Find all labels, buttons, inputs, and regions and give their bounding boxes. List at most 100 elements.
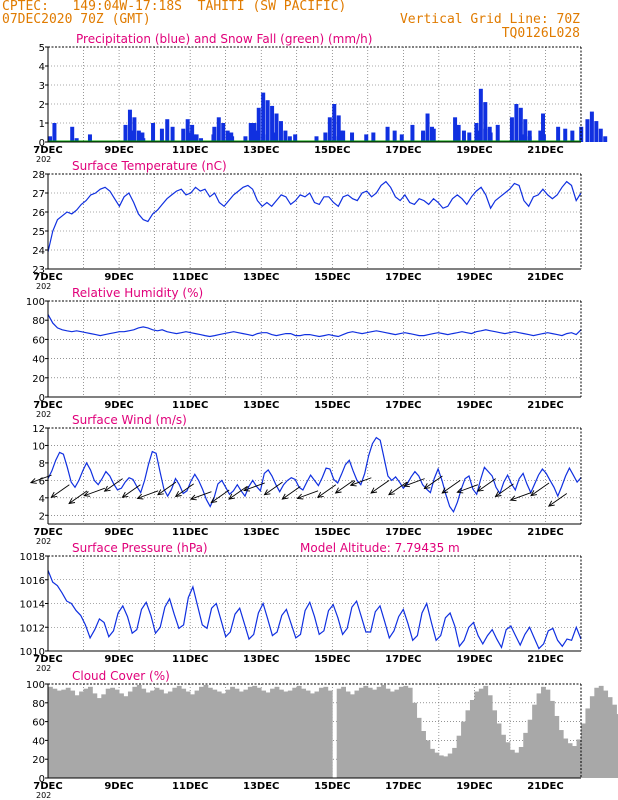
precip-bar — [520, 134, 525, 142]
wind-vector — [403, 478, 425, 487]
cloud-cover-bar — [101, 694, 107, 778]
wind-vector-head — [423, 483, 431, 490]
cloud-x-tick-label: 15DEC — [314, 781, 350, 792]
temp-y-tick-label: 28 — [32, 170, 45, 181]
wind-vector-head — [403, 481, 410, 488]
cloud-cover-bar — [412, 702, 418, 778]
precip-bar — [140, 132, 145, 142]
precip-bar — [229, 132, 234, 142]
cloud-cover-bar — [265, 692, 271, 778]
wind-vector — [297, 490, 319, 499]
precip-bar — [495, 124, 500, 142]
model-altitude-annotation: Model Altitude: 7.79435 m — [300, 541, 460, 555]
cloud-cover-bar — [358, 687, 364, 778]
temp-x-tick-label: 11DEC — [172, 272, 208, 283]
wind-vector — [530, 482, 550, 496]
wind-vector-head — [388, 489, 395, 496]
wind-vector — [190, 491, 212, 500]
cloud-cover-bar — [247, 686, 253, 778]
rh-y-tick-label: 80 — [32, 316, 45, 327]
wind-vector-head — [210, 497, 218, 504]
cloud-cover-bar — [527, 719, 533, 778]
precip-bar — [181, 128, 186, 142]
precip-bar — [461, 130, 466, 142]
cloud-cover-bar — [230, 686, 235, 778]
wind-vector — [317, 484, 337, 498]
precip-bar — [541, 113, 546, 142]
wind-vector-head — [441, 487, 449, 494]
cloud-cover-bar — [598, 685, 604, 778]
pressure-title: Surface Pressure (hPa) — [72, 541, 208, 555]
cloud-cover-bar — [541, 686, 546, 778]
pressure-x-tick-label: 21DEC — [527, 654, 563, 665]
wind-vector — [495, 483, 514, 497]
header-code: TQ0126L028 — [501, 26, 580, 41]
cloud-cover-bar — [438, 755, 444, 778]
cloud-cover-bar — [70, 690, 76, 778]
cloud-cover-bar — [572, 746, 577, 778]
wind-x-tick-label: 15DEC — [314, 527, 350, 538]
pressure-y-tick-label: 1014 — [20, 600, 45, 611]
precip-y-tick-label: 2 — [39, 100, 45, 111]
precip-title: Precipitation (blue) and Snow Fall (gree… — [76, 32, 372, 46]
rh-x-tick-label: 15DEC — [314, 400, 350, 411]
wind-vector — [441, 479, 461, 494]
cloud-cover-bar — [278, 689, 284, 778]
cloud-cover-bar — [145, 692, 151, 778]
wind-vector-head — [228, 493, 235, 500]
wind-vector — [548, 493, 568, 507]
cloud-cover-bar — [461, 721, 466, 778]
wind-vector-head — [530, 490, 537, 497]
pressure-x-tick-label: 9DEC — [104, 654, 133, 665]
cloud-cover-bar — [87, 686, 93, 778]
precip-bar — [194, 134, 199, 142]
wind-vector — [157, 481, 177, 496]
precip-bar — [165, 119, 170, 142]
wind-vector — [68, 490, 88, 504]
cloud-cover-bar — [287, 690, 293, 778]
cloud-cover-bar — [421, 731, 426, 778]
precip-bar — [371, 132, 376, 142]
cloud-x-tick-label: 21DEC — [527, 781, 563, 792]
pressure-y-tick-label: 1010 — [20, 647, 45, 658]
precip-bar — [385, 126, 390, 142]
cloud-cover-bar — [181, 688, 187, 778]
cloud-cover-bar — [212, 689, 218, 778]
precip-bar — [225, 130, 230, 142]
precip-bar — [254, 130, 259, 142]
temp-series-line — [47, 180, 582, 253]
precip-bar — [488, 132, 493, 142]
cloud-cover-bar — [452, 747, 458, 778]
pressure-year-label: 202 — [36, 664, 51, 673]
precip-bar — [336, 115, 341, 142]
temp-x-tick-label: 21DEC — [527, 272, 563, 283]
wind-title: Surface Wind (m/s) — [72, 413, 187, 427]
cloud-y-tick-label: 100 — [26, 680, 45, 691]
cloud-cover-bar — [52, 688, 58, 778]
cloud-cover-bar — [443, 756, 449, 778]
wind-vector — [510, 492, 532, 501]
cloud-cover-bar — [48, 686, 53, 778]
cloud-cover-bar — [292, 687, 298, 778]
cloud-cover-bar — [283, 691, 289, 778]
cloud-cover-bar — [243, 689, 249, 778]
cloud-cover-bar — [185, 691, 191, 778]
cloud-cover-bar — [425, 740, 431, 778]
precip-bar — [594, 121, 599, 142]
precip-y-tick-label: 1 — [39, 119, 45, 130]
cloud-cover-bar — [136, 684, 142, 778]
cloud-cover-bar — [612, 704, 617, 778]
cloud-cover-bar — [74, 695, 80, 778]
wind-vector-head — [174, 490, 182, 498]
precip-bar — [159, 128, 164, 142]
wind-vector-head — [83, 491, 91, 497]
precip-bar — [243, 136, 248, 142]
wind-vector-head — [50, 491, 58, 498]
cloud-cover-bar — [154, 687, 160, 778]
precip-x-tick-label: 19DEC — [456, 145, 492, 156]
temp-year-label: 202 — [36, 282, 51, 291]
cloud-cover-bar — [603, 690, 609, 778]
cloud-cover-bar — [429, 748, 435, 778]
rh-y-tick-label: 40 — [32, 355, 45, 366]
